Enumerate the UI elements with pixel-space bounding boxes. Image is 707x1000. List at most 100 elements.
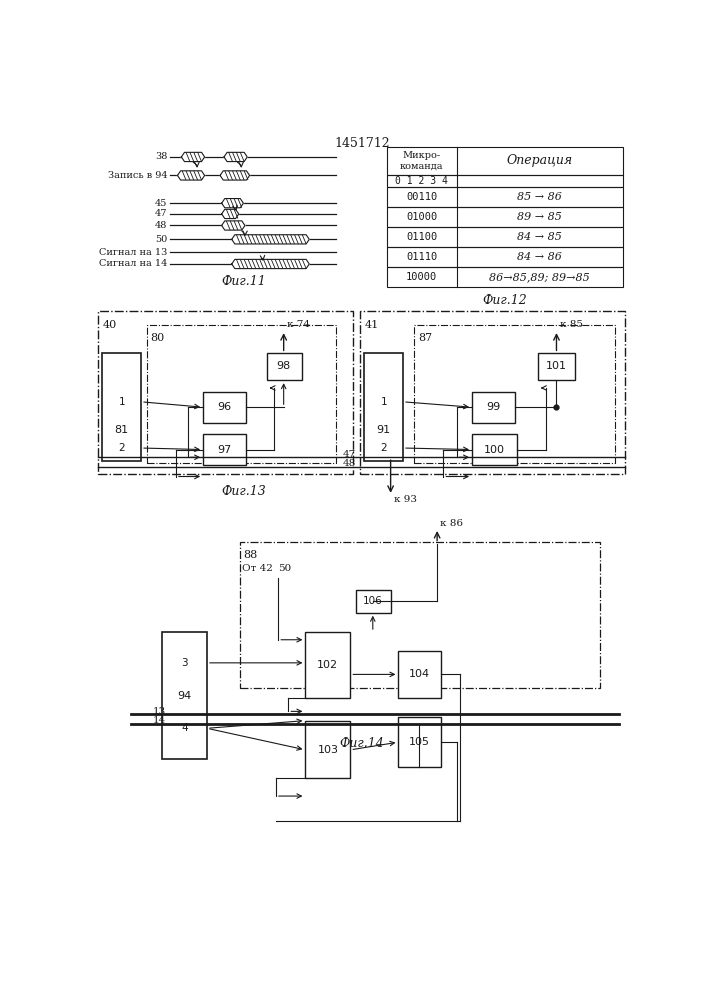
Bar <box>360 311 625 474</box>
Polygon shape <box>182 152 204 162</box>
Text: 101: 101 <box>546 361 567 371</box>
FancyArrowPatch shape <box>233 205 237 210</box>
Polygon shape <box>232 259 309 269</box>
Text: 88: 88 <box>243 550 257 560</box>
Text: 1451712: 1451712 <box>334 137 390 150</box>
Text: Сигнал на 13: Сигнал на 13 <box>99 248 168 257</box>
Text: 38: 38 <box>155 152 168 161</box>
Bar <box>305 632 351 698</box>
Bar <box>162 632 207 759</box>
Text: к 85: к 85 <box>559 320 583 329</box>
Text: 01110: 01110 <box>406 252 437 262</box>
Polygon shape <box>222 199 243 208</box>
Text: 50: 50 <box>155 235 168 244</box>
FancyArrowPatch shape <box>242 231 247 235</box>
Bar <box>387 187 623 207</box>
Bar <box>240 542 600 688</box>
Text: 10000: 10000 <box>406 272 437 282</box>
Text: 13: 13 <box>153 707 166 716</box>
Bar <box>387 247 623 267</box>
Text: к 93: к 93 <box>394 495 416 504</box>
Bar <box>387 227 623 247</box>
Text: 105: 105 <box>409 737 430 747</box>
Bar <box>203 434 246 465</box>
Text: 97: 97 <box>217 445 231 455</box>
Text: 85 → 86: 85 → 86 <box>518 192 562 202</box>
Text: От 42: От 42 <box>242 564 273 573</box>
Text: Фиг.14: Фиг.14 <box>339 737 385 750</box>
Text: 98: 98 <box>276 361 291 371</box>
Text: 48: 48 <box>155 221 168 230</box>
Polygon shape <box>222 221 245 230</box>
Text: Фиг.13: Фиг.13 <box>221 485 266 498</box>
Text: 91: 91 <box>377 425 391 435</box>
Bar <box>472 434 517 465</box>
Text: 86→85,89; 89→85: 86→85,89; 89→85 <box>489 272 590 282</box>
Bar <box>472 392 515 423</box>
Text: Фиг.11: Фиг.11 <box>221 275 266 288</box>
Text: 14: 14 <box>153 716 166 725</box>
Bar <box>305 721 351 778</box>
Text: 3: 3 <box>181 658 188 668</box>
Text: к 86: к 86 <box>440 519 463 528</box>
Bar <box>364 353 403 461</box>
FancyArrowPatch shape <box>260 255 264 260</box>
Text: 102: 102 <box>317 660 339 670</box>
Bar <box>538 353 575 380</box>
Text: 50: 50 <box>279 564 291 573</box>
Bar <box>387 147 623 175</box>
Text: 48: 48 <box>342 459 356 468</box>
Bar <box>414 325 615 463</box>
Polygon shape <box>177 171 204 180</box>
Text: 2: 2 <box>118 443 125 453</box>
Text: 94: 94 <box>177 691 192 701</box>
Text: Операция: Операция <box>507 154 573 167</box>
Text: 104: 104 <box>409 669 430 679</box>
Text: к 74: к 74 <box>287 320 310 329</box>
Bar <box>387 175 623 187</box>
Text: 1: 1 <box>118 397 125 407</box>
Polygon shape <box>220 171 250 180</box>
Text: 0 1 2 3 4: 0 1 2 3 4 <box>395 176 448 186</box>
Bar <box>398 717 441 767</box>
Text: Сигнал на 14: Сигнал на 14 <box>99 259 168 268</box>
Text: 99: 99 <box>486 402 500 412</box>
Text: 47: 47 <box>155 209 168 218</box>
Polygon shape <box>222 209 239 219</box>
Text: 00110: 00110 <box>406 192 437 202</box>
Bar <box>267 353 301 380</box>
Text: 1: 1 <box>380 397 387 407</box>
Bar <box>356 590 391 613</box>
Text: Микро-
команда: Микро- команда <box>400 151 443 171</box>
Text: 89 → 85: 89 → 85 <box>518 212 562 222</box>
FancyArrowPatch shape <box>238 162 243 167</box>
Text: 100: 100 <box>484 445 505 455</box>
Text: 87: 87 <box>418 333 432 343</box>
Text: 96: 96 <box>217 402 231 412</box>
Text: Фиг.12: Фиг.12 <box>483 294 527 307</box>
Bar <box>387 207 623 227</box>
Text: 45: 45 <box>155 199 168 208</box>
Bar <box>203 392 246 423</box>
Text: Запись в 94: Запись в 94 <box>107 171 168 180</box>
Text: 01100: 01100 <box>406 232 437 242</box>
Text: 103: 103 <box>317 745 339 755</box>
Bar <box>398 651 441 698</box>
Text: 2: 2 <box>380 443 387 453</box>
Text: 84 → 85: 84 → 85 <box>518 232 562 242</box>
Text: 106: 106 <box>363 596 382 606</box>
Text: 81: 81 <box>115 425 129 435</box>
Text: 47: 47 <box>342 450 356 459</box>
Bar <box>387 267 623 287</box>
Text: 84 → 86: 84 → 86 <box>518 252 562 262</box>
Text: 40: 40 <box>103 320 117 330</box>
Polygon shape <box>224 152 247 162</box>
Bar <box>146 325 337 463</box>
Text: 80: 80 <box>151 333 165 343</box>
Text: 41: 41 <box>364 320 378 330</box>
FancyArrowPatch shape <box>193 162 199 167</box>
Text: 4: 4 <box>181 723 188 733</box>
Text: 01000: 01000 <box>406 212 437 222</box>
Bar <box>98 311 354 474</box>
Bar <box>103 353 141 461</box>
